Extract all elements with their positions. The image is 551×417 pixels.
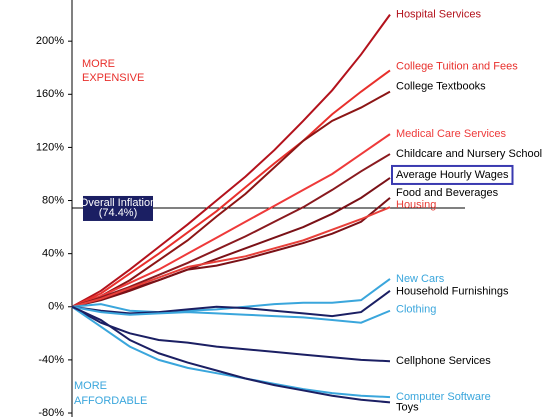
series-line [71, 305, 391, 324]
annotation: MORE [74, 380, 107, 392]
series-label: Clothing [396, 304, 436, 316]
series-label: Household Furnishings [396, 286, 509, 298]
series-line [71, 177, 391, 308]
y-tick-label: 120% [36, 141, 64, 153]
series-line [71, 305, 391, 363]
series-line [71, 69, 391, 308]
series-label: Hospital Services [396, 9, 481, 21]
series-label: New Cars [396, 273, 445, 285]
series-label: Computer Software [396, 391, 491, 403]
y-tick-label: 160% [36, 88, 64, 100]
series-line [71, 206, 391, 308]
y-tick-label: 40% [42, 248, 64, 260]
series-line [71, 90, 391, 308]
y-tick-label: -80% [38, 407, 64, 417]
series-line [71, 290, 391, 318]
series-label: Childcare and Nursery School [396, 148, 542, 160]
y-tick-label: -40% [38, 354, 64, 366]
y-tick-label: 0% [48, 301, 64, 313]
series-label: Cellphone Services [396, 355, 491, 367]
y-tick-label: 80% [42, 194, 64, 206]
annotation: AFFORDABLE [74, 395, 147, 407]
series-label: College Tuition and Fees [396, 60, 518, 72]
series-label: Food and Beverages [396, 187, 499, 199]
series-line [71, 133, 391, 308]
inflation-label: (74.4%) [99, 207, 138, 219]
y-tick-label: 200% [36, 35, 64, 47]
series-label: College Textbooks [396, 81, 486, 93]
series-line [71, 153, 391, 308]
annotation: EXPENSIVE [82, 72, 144, 84]
series-line [71, 305, 391, 404]
series-label: Housing [396, 199, 436, 211]
inflation-box [83, 195, 153, 221]
series-line [71, 14, 391, 308]
series-line [71, 305, 391, 399]
series-label: Toys [396, 401, 419, 413]
series-label: Average Hourly Wages [396, 169, 509, 181]
highlight-box [391, 164, 514, 185]
annotation: MORE [82, 58, 115, 70]
series-label: Medical Care Services [396, 128, 507, 140]
inflation-label: Overall Inflation [80, 197, 156, 209]
series-line [71, 197, 391, 308]
